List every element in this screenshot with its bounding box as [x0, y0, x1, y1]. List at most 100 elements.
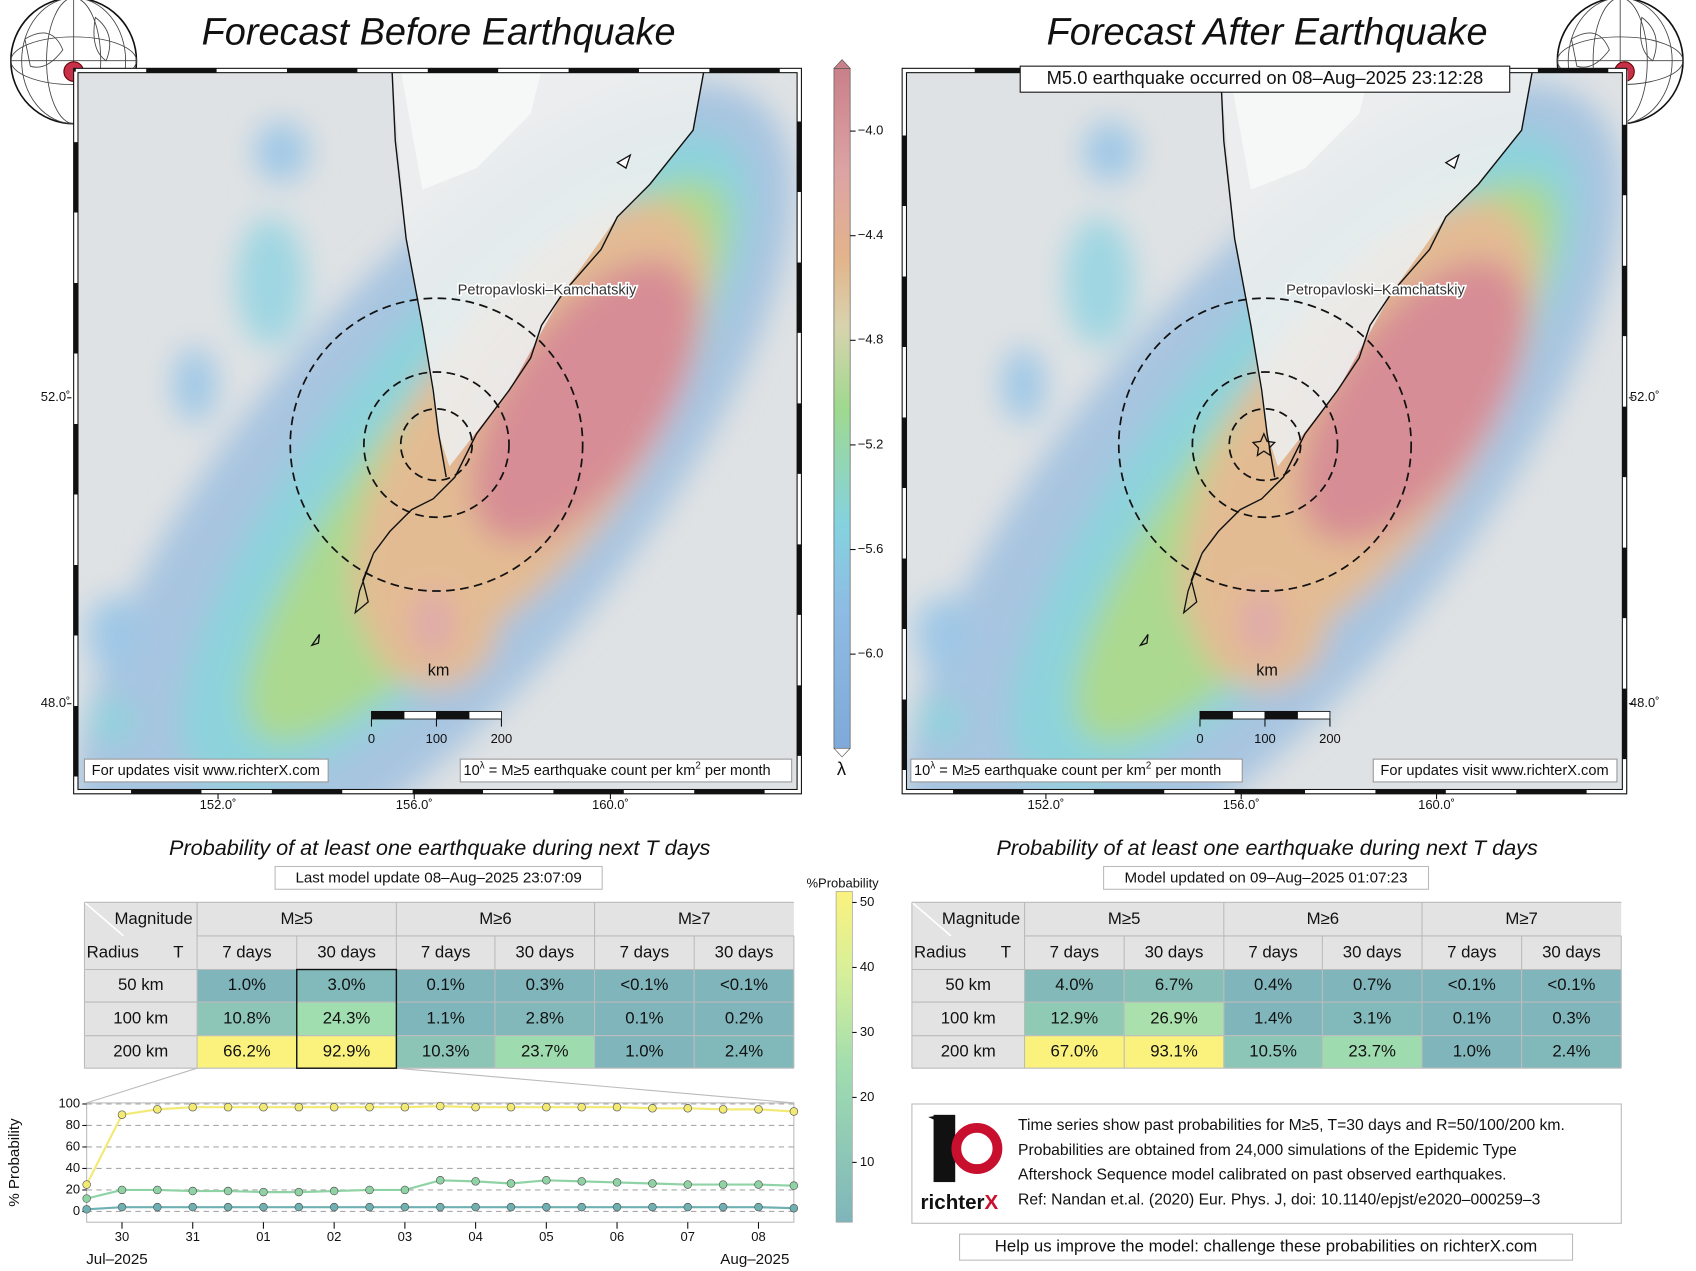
note-box	[83, 758, 329, 783]
series-point	[294, 1187, 304, 1197]
series-point	[153, 1105, 162, 1114]
lambda-colorbar	[833, 67, 851, 749]
cell-value: 1.0%	[1453, 1041, 1491, 1060]
info-line: Ref: Nandan et.al. (2020) Eur. Phys. J, …	[1018, 1192, 1541, 1209]
series-point	[612, 1178, 622, 1187]
series-point	[612, 1202, 622, 1212]
series-point	[188, 1202, 197, 1212]
scale-tick-label: 200	[491, 731, 513, 746]
scale-segment	[403, 710, 437, 720]
probability-colorbar-label: %Probability	[806, 875, 879, 890]
series-point	[329, 1102, 339, 1112]
lat-tick-label: 48.0˚	[1630, 695, 1660, 710]
header-radius: Radius	[87, 943, 139, 962]
series-point	[542, 1202, 551, 1212]
lambda-note-part: 10	[464, 763, 480, 779]
cell-value: 12.9%	[1051, 1008, 1099, 1027]
series-point	[82, 1194, 91, 1203]
cell-bg	[1024, 969, 1125, 1003]
logo-one	[933, 1114, 956, 1183]
timeseries-frame	[86, 1102, 795, 1223]
series-point	[577, 1202, 586, 1212]
table-subtitle: Last model update 08–Aug–2025 23:07:09	[295, 869, 581, 886]
y-tick-label: 60	[66, 1138, 80, 1153]
subtitle-box	[1103, 865, 1430, 890]
series-point	[683, 1104, 692, 1113]
header-period: 7 days	[222, 943, 271, 962]
lat-tick-label: 48.0˚	[41, 695, 71, 710]
header-period: 7 days	[1447, 943, 1496, 962]
cell-bg	[1421, 969, 1522, 1003]
row-label: 100 km	[941, 1008, 996, 1027]
probability-colorbar	[835, 891, 853, 1223]
updates-note: For updates visit www.richterX.com	[92, 763, 320, 779]
lon-tick-label: 156.0˚	[396, 797, 433, 812]
series-point	[683, 1180, 692, 1189]
cell-bg	[693, 1001, 795, 1036]
lon-tick-label: 156.0˚	[1223, 797, 1260, 812]
scale-segment	[468, 710, 502, 720]
series-point	[542, 1176, 551, 1185]
series-point	[789, 1107, 799, 1116]
series-point	[117, 1110, 127, 1119]
lambda-note: 10λ = M≥5 earthquake count per km2 per m…	[464, 760, 771, 779]
series-point	[329, 1186, 339, 1196]
lon-tick-label: 152.0˚	[1027, 797, 1064, 812]
scale-segment	[1264, 710, 1298, 720]
series-point	[648, 1179, 657, 1188]
lambda-label: λ	[837, 758, 847, 779]
cell-value: 1.0%	[228, 975, 266, 994]
cell-value: <0.1%	[720, 975, 768, 994]
x-tick-label: 02	[327, 1229, 341, 1244]
row-label: 100 km	[113, 1008, 168, 1027]
series-point	[436, 1101, 445, 1111]
cell-bg	[1521, 1001, 1622, 1036]
series-point	[506, 1102, 516, 1112]
scale-segment	[1199, 710, 1233, 720]
scale-tick-label: 0	[368, 731, 375, 746]
cell-value: 2.8%	[526, 1008, 564, 1027]
series-point	[400, 1185, 410, 1195]
cell-value: 0.1%	[1453, 1008, 1491, 1027]
cell-value: 0.3%	[1552, 1008, 1590, 1027]
scale-tick-label: 100	[1254, 731, 1276, 746]
row-label: 50 km	[118, 975, 164, 994]
cell-value: 0.1%	[625, 1008, 663, 1027]
header-period: 30 days	[1542, 943, 1601, 962]
header-period: 30 days	[1145, 943, 1204, 962]
table-title: Probability of at least one earthquake d…	[996, 835, 1538, 860]
diagonal	[911, 901, 952, 937]
series-point	[683, 1202, 692, 1212]
series-point	[789, 1203, 799, 1213]
connector	[396, 1067, 794, 1104]
scale-unit: km	[428, 662, 450, 680]
colorbar-tick-label: −5.6	[858, 541, 884, 556]
series-point	[153, 1202, 162, 1212]
header-radius: Radius	[914, 943, 966, 962]
series-point	[612, 1102, 622, 1112]
header-period: 7 days	[1248, 943, 1297, 962]
series-point	[471, 1177, 480, 1186]
series-point	[223, 1186, 233, 1196]
series-point	[754, 1180, 763, 1189]
cell-bg	[1223, 1035, 1323, 1069]
series-point	[506, 1179, 516, 1188]
x-tick-label: 03	[398, 1229, 412, 1244]
cell-value: 66.2%	[223, 1041, 271, 1060]
info-box	[911, 1103, 1622, 1224]
lambda-note-part: λ	[480, 760, 485, 771]
month-label: Jul–2025	[86, 1251, 147, 1268]
scale-segment	[1232, 710, 1266, 720]
x-tick-label: 07	[681, 1229, 695, 1244]
colorbar-tick-label: −4.4	[858, 227, 884, 242]
note-box	[459, 758, 793, 783]
connector	[86, 1067, 198, 1104]
table-title: Probability of at least one earthquake d…	[169, 835, 711, 860]
colorbar-tick-label: −4.0	[858, 123, 884, 138]
cell-value: 1.0%	[625, 1041, 663, 1060]
cell-bg	[1223, 969, 1323, 1003]
series-point	[329, 1202, 339, 1212]
cell-value: 2.4%	[725, 1041, 763, 1060]
lon-tick-label: 152.0˚	[200, 797, 237, 812]
